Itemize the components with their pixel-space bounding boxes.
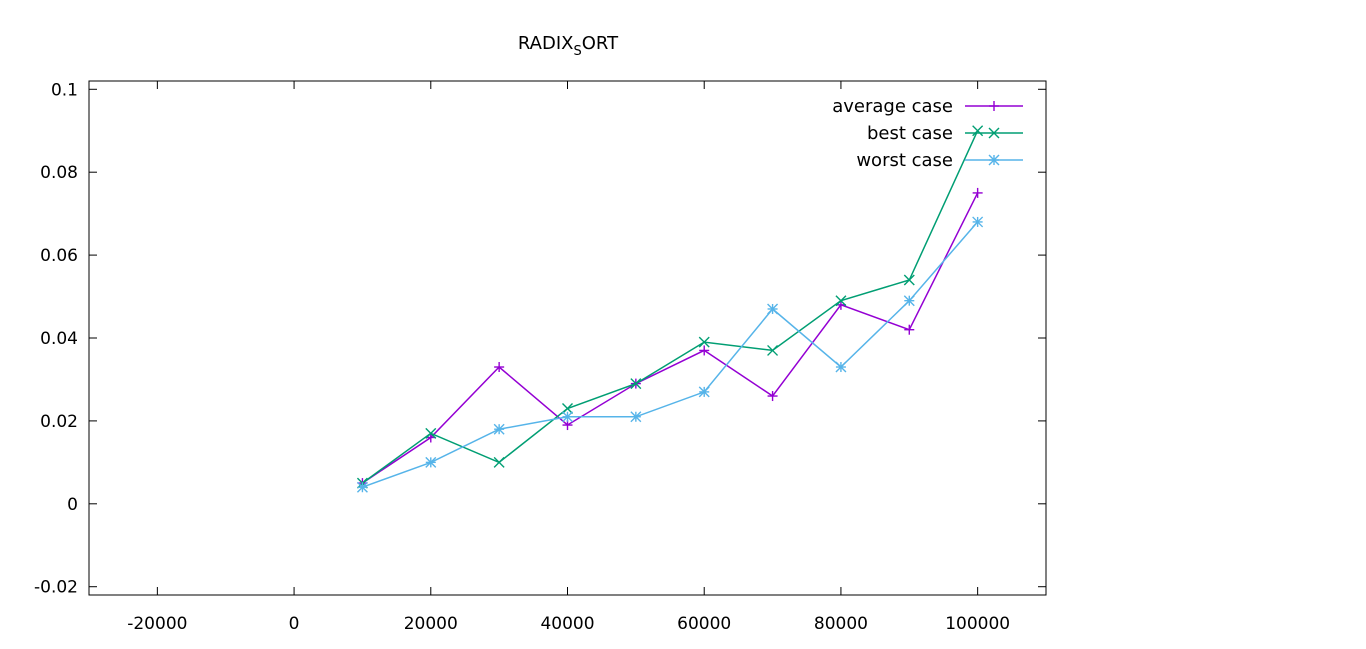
data-point: [562, 402, 573, 414]
data-point: [698, 386, 710, 398]
data-point: [767, 303, 779, 315]
data-point: [562, 411, 573, 423]
data-point: [904, 324, 915, 335]
y-tick-label: 0.1: [51, 80, 78, 100]
x-tick-label: 40000: [540, 614, 594, 634]
series-line: [361, 192, 979, 484]
marker-stroke: [972, 125, 984, 137]
legend-label: average case: [832, 96, 953, 117]
data-point: [493, 423, 505, 435]
legend-label: worst case: [856, 150, 953, 171]
marker-stroke: [562, 411, 573, 423]
marker-stroke: [972, 216, 984, 228]
x-tick-label: 20000: [404, 614, 458, 634]
x-tick-label: 80000: [814, 614, 868, 634]
series-best-case: [356, 125, 984, 489]
legend-label: best case: [867, 123, 953, 144]
marker-stroke: [425, 427, 437, 439]
marker-stroke: [835, 361, 847, 373]
data-point: [356, 481, 368, 493]
data-point: [698, 336, 710, 348]
marker-stroke: [630, 378, 642, 390]
data-point: [767, 344, 779, 356]
marker-stroke: [630, 411, 642, 423]
marker-stroke: [562, 402, 573, 414]
y-tick-label: 0.04: [40, 329, 78, 349]
marker-stroke: [767, 344, 779, 356]
marker-stroke: [988, 127, 1000, 139]
data-point: [425, 456, 437, 468]
x-tick-label: -20000: [127, 614, 187, 634]
data-point: [972, 187, 983, 198]
y-tick-label: 0.08: [40, 163, 78, 183]
y-tick-label: 0.06: [40, 246, 78, 266]
series-group: [356, 125, 984, 493]
data-point: [835, 295, 847, 307]
data-point: [903, 274, 915, 286]
x-tick-label: 60000: [677, 614, 731, 634]
series-line: [361, 130, 979, 484]
data-point: [494, 362, 505, 373]
x-tick-label: 100000: [945, 614, 1010, 634]
marker-stroke: [425, 456, 437, 468]
data-point: [903, 295, 915, 307]
marker-stroke: [698, 336, 710, 348]
x-tick-label: 0: [289, 614, 300, 634]
marker-stroke: [493, 456, 505, 468]
marker-stroke: [698, 386, 710, 398]
marker-stroke: [767, 303, 779, 315]
data-point: [630, 378, 642, 390]
legend: average case best case worst case: [832, 96, 1023, 171]
y-tick-label: 0: [67, 495, 78, 515]
axis-ticks: -20000 0 20000 40000 60000 80000 100000 -0.02 0 0…: [34, 80, 1046, 634]
data-point: [767, 391, 778, 402]
y-tick-label: -0.02: [34, 578, 78, 598]
marker-stroke: [988, 154, 1000, 166]
data-point: [493, 456, 505, 468]
y-tick-label: 0.02: [40, 412, 78, 432]
data-point: [835, 361, 847, 373]
data-point: [425, 427, 437, 439]
marker-stroke: [356, 481, 368, 493]
series-average-case: [357, 187, 983, 489]
marker-stroke: [903, 274, 915, 286]
marker-stroke: [835, 295, 847, 307]
data-point: [988, 127, 1000, 139]
chart-title: RADIXSORT: [518, 33, 619, 59]
data-point: [988, 154, 1000, 166]
data-point: [989, 101, 999, 111]
data-point: [630, 411, 642, 423]
series-line: [362, 221, 979, 488]
series-worst-case: [356, 216, 984, 493]
marker-stroke: [903, 295, 915, 307]
data-point: [699, 345, 710, 356]
data-point: [972, 216, 984, 228]
marker-stroke: [493, 423, 505, 435]
data-point: [972, 125, 984, 137]
